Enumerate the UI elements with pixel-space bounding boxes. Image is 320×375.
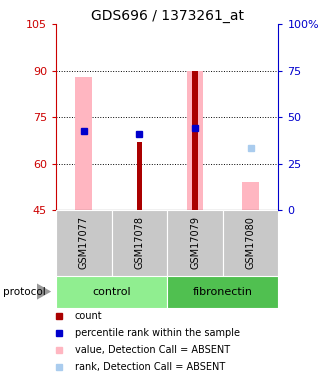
Polygon shape — [37, 284, 51, 300]
Text: control: control — [92, 286, 131, 297]
Text: value, Detection Call = ABSENT: value, Detection Call = ABSENT — [75, 345, 230, 355]
Text: fibronectin: fibronectin — [193, 286, 253, 297]
Bar — [137, 142, 142, 210]
Bar — [112, 210, 167, 276]
Bar — [242, 182, 259, 210]
Text: count: count — [75, 311, 102, 321]
Bar — [56, 276, 167, 308]
Text: GSM17079: GSM17079 — [190, 216, 200, 269]
Bar — [192, 71, 198, 210]
Text: protocol: protocol — [3, 286, 46, 297]
Bar — [223, 210, 278, 276]
Text: percentile rank within the sample: percentile rank within the sample — [75, 328, 240, 338]
Title: GDS696 / 1373261_at: GDS696 / 1373261_at — [91, 9, 244, 23]
Bar — [76, 77, 92, 210]
Bar — [56, 210, 112, 276]
Bar — [167, 210, 223, 276]
Text: rank, Detection Call = ABSENT: rank, Detection Call = ABSENT — [75, 362, 225, 372]
Text: GSM17077: GSM17077 — [79, 216, 89, 269]
Text: GSM17080: GSM17080 — [246, 216, 256, 269]
Bar — [187, 71, 203, 210]
Bar — [167, 276, 278, 308]
Text: GSM17078: GSM17078 — [134, 216, 144, 269]
